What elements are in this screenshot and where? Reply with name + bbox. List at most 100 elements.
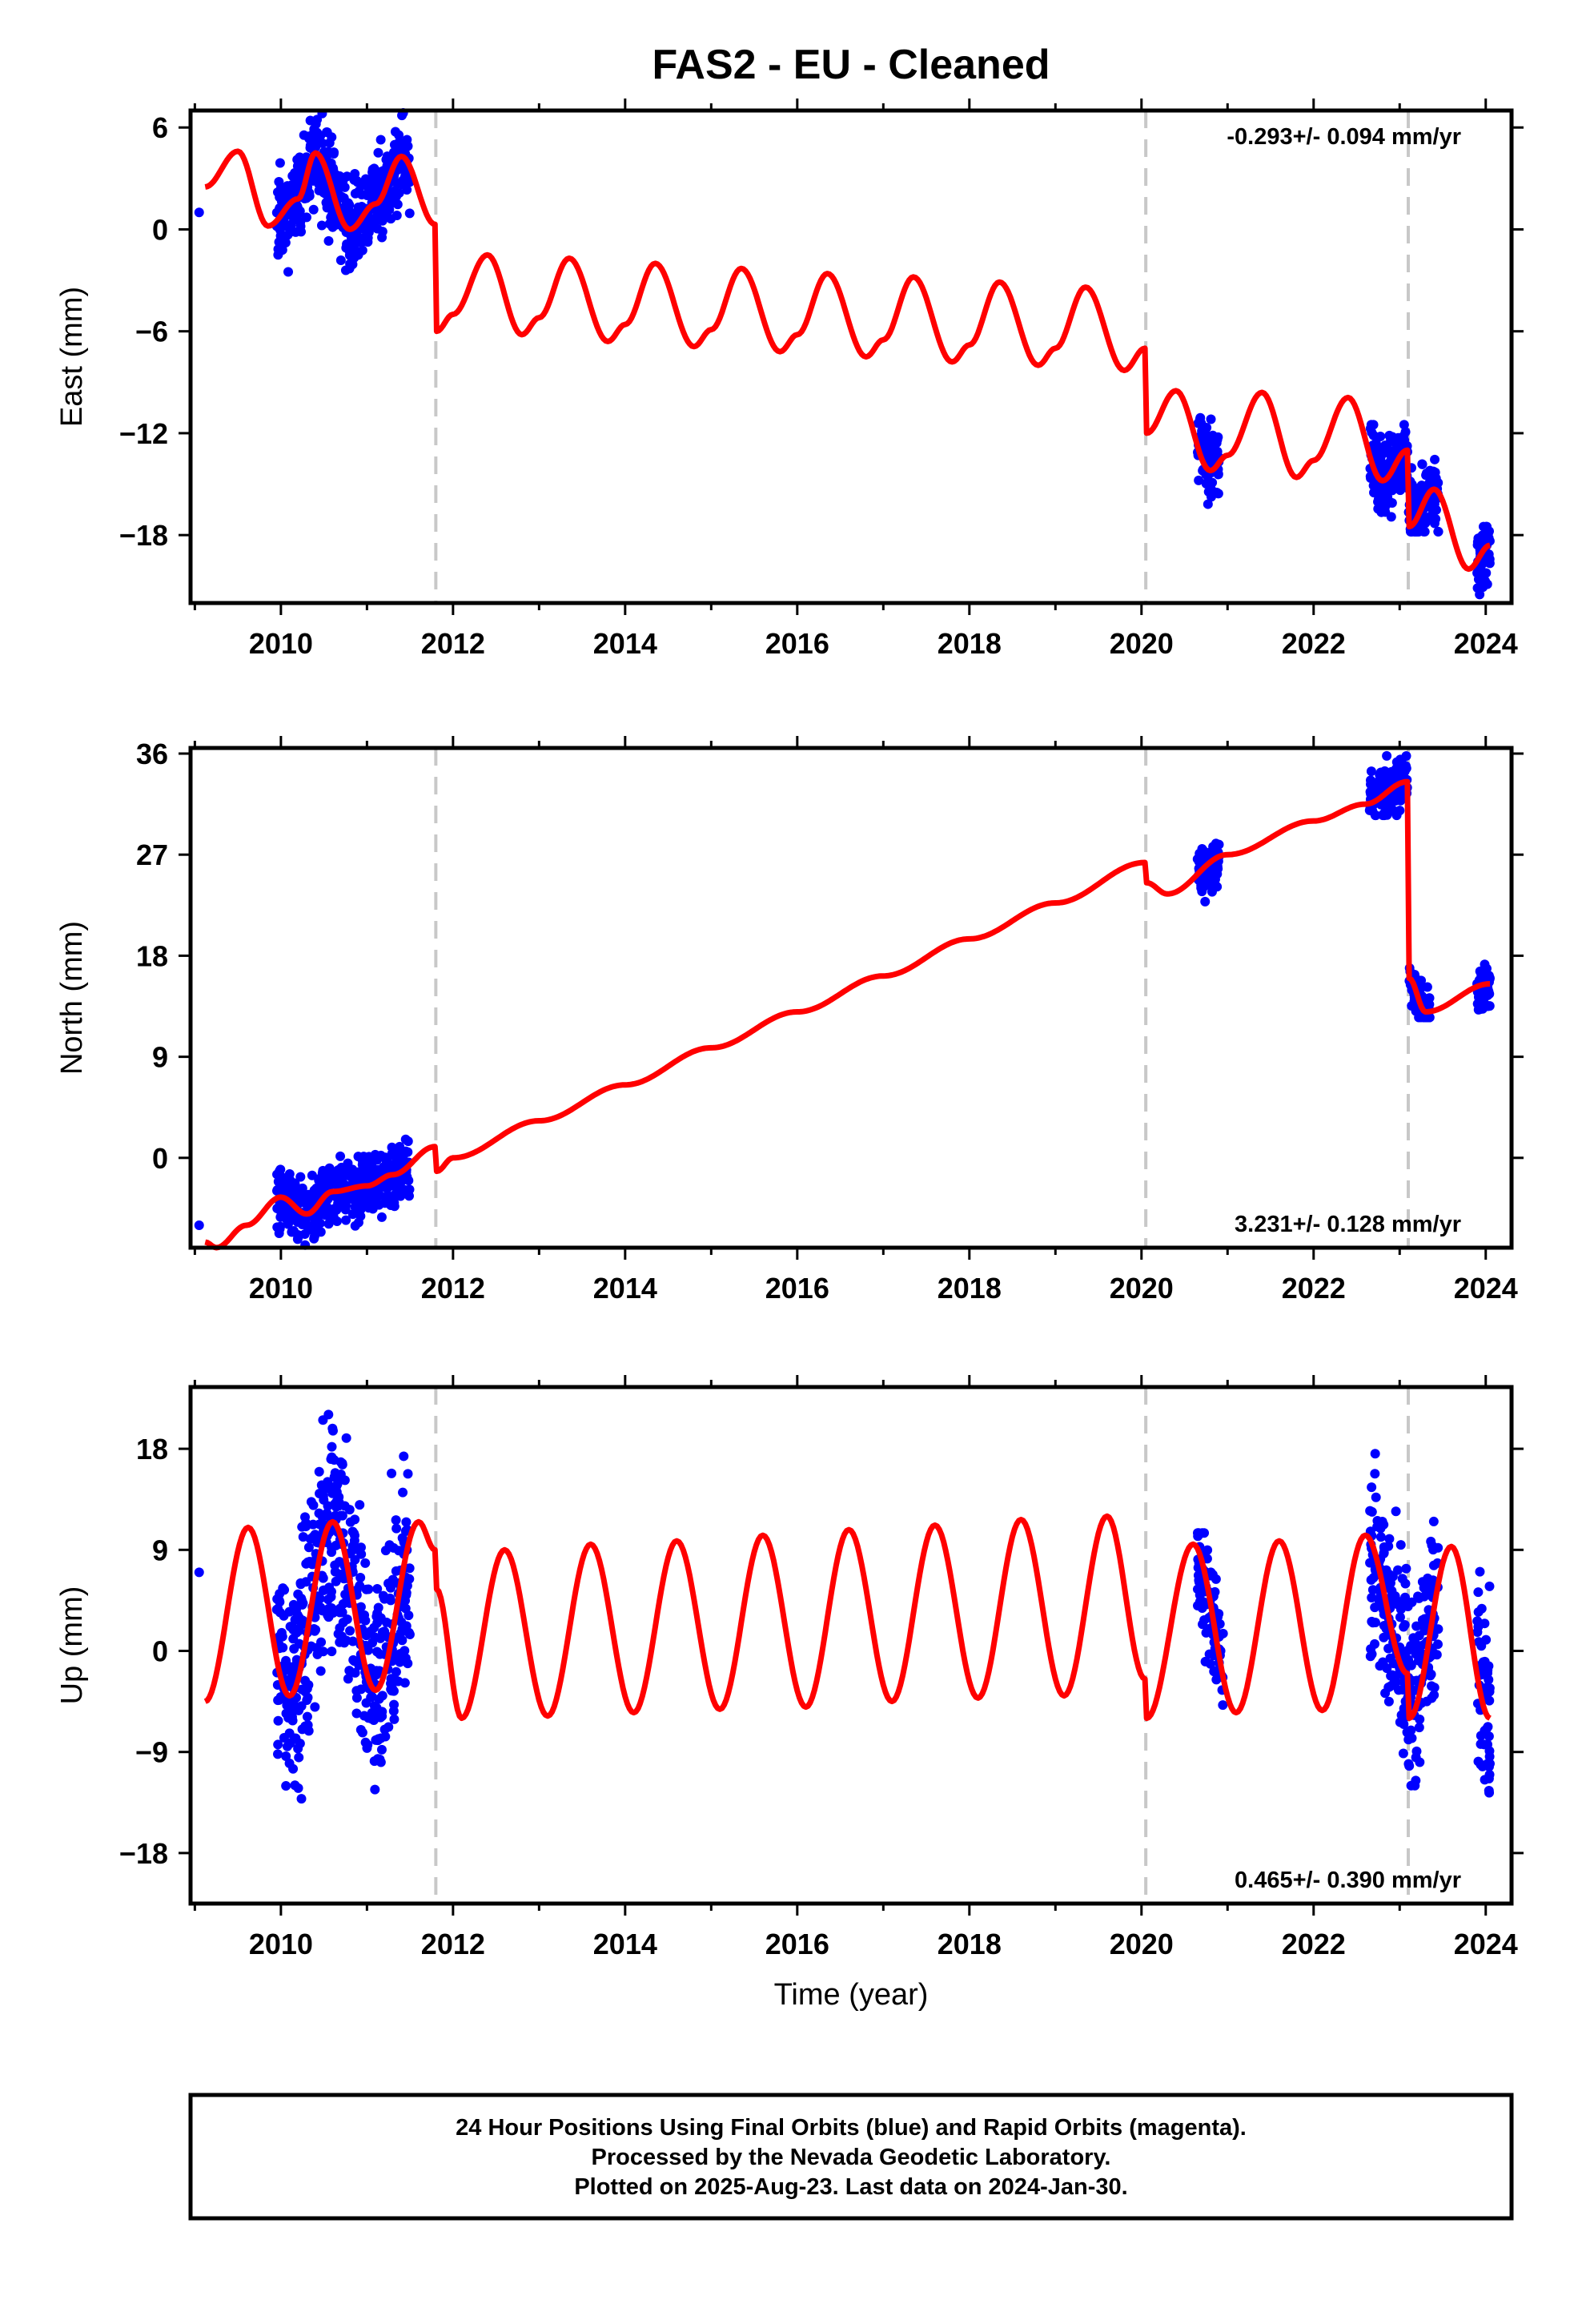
data-point bbox=[354, 186, 364, 196]
data-point bbox=[353, 207, 363, 217]
data-point bbox=[1391, 1506, 1401, 1517]
data-point bbox=[1389, 806, 1399, 816]
data-point bbox=[307, 141, 318, 151]
data-point bbox=[332, 181, 343, 191]
x-tick-label: 2010 bbox=[249, 1272, 313, 1305]
data-point bbox=[323, 1219, 334, 1229]
data-point bbox=[1403, 1735, 1414, 1745]
data-point bbox=[376, 1744, 387, 1755]
data-point bbox=[371, 1735, 381, 1745]
footer-line-1: 24 Hour Positions Using Final Orbits (bl… bbox=[456, 2115, 1247, 2141]
data-point bbox=[1379, 448, 1389, 459]
data-point bbox=[284, 1169, 295, 1180]
data-point bbox=[298, 1598, 308, 1609]
data-point bbox=[323, 235, 334, 246]
data-point bbox=[389, 1699, 400, 1710]
data-point bbox=[1484, 1581, 1495, 1591]
data-point bbox=[393, 1676, 404, 1687]
data-point bbox=[315, 175, 325, 186]
data-point bbox=[1366, 779, 1376, 790]
rate-label-north: 3.231+/- 0.128 mm/yr bbox=[1235, 1212, 1461, 1237]
data-point bbox=[1401, 1563, 1411, 1574]
data-point bbox=[1378, 810, 1388, 821]
data-point bbox=[194, 1567, 204, 1578]
data-point bbox=[318, 1415, 328, 1425]
data-point bbox=[357, 245, 367, 255]
data-point bbox=[1484, 1785, 1494, 1795]
data-point bbox=[1399, 1719, 1409, 1729]
data-point bbox=[1430, 467, 1440, 477]
data-point bbox=[1377, 1517, 1387, 1527]
data-point bbox=[350, 245, 360, 255]
data-point bbox=[274, 1595, 284, 1606]
data-point bbox=[376, 1212, 387, 1222]
data-point bbox=[352, 177, 363, 187]
y-tick-label: −18 bbox=[119, 519, 168, 552]
data-point bbox=[371, 1647, 382, 1657]
data-point bbox=[351, 1693, 362, 1703]
data-point bbox=[1392, 1565, 1403, 1575]
data-point bbox=[1482, 521, 1492, 532]
data-point bbox=[306, 1497, 316, 1507]
data-point bbox=[380, 1152, 391, 1163]
data-point bbox=[329, 1454, 339, 1465]
data-point bbox=[347, 1526, 358, 1537]
data-point bbox=[299, 130, 309, 140]
data-point bbox=[1429, 1690, 1439, 1700]
data-point bbox=[275, 158, 285, 168]
data-point bbox=[377, 1711, 387, 1722]
data-point bbox=[400, 1653, 411, 1663]
data-point bbox=[1472, 568, 1483, 578]
data-point bbox=[370, 1149, 380, 1160]
data-point bbox=[1207, 887, 1217, 897]
data-point bbox=[313, 132, 323, 143]
data-point bbox=[1476, 1603, 1487, 1614]
data-point bbox=[387, 1468, 397, 1478]
data-point bbox=[345, 259, 355, 269]
plot-frame-east bbox=[188, 108, 1514, 605]
figure-title: FAS2 - EU - Cleaned bbox=[652, 42, 1050, 88]
y-axis-label-up: Up (mm) bbox=[55, 1586, 89, 1705]
data-point bbox=[322, 127, 332, 138]
data-point bbox=[327, 1423, 338, 1433]
data-point bbox=[1484, 533, 1494, 543]
data-point bbox=[367, 164, 378, 175]
data-point bbox=[1423, 1573, 1433, 1583]
data-point bbox=[293, 1230, 303, 1240]
y-tick-label: 6 bbox=[152, 111, 168, 144]
data-point bbox=[194, 207, 204, 218]
data-point bbox=[1385, 1653, 1395, 1663]
data-point bbox=[391, 1515, 401, 1526]
data-point bbox=[342, 171, 352, 182]
data-point bbox=[274, 1228, 284, 1238]
data-point bbox=[392, 199, 403, 210]
data-point bbox=[1365, 424, 1375, 434]
x-tick-label: 2016 bbox=[765, 1272, 829, 1305]
data-point bbox=[345, 1517, 355, 1527]
data-point bbox=[379, 211, 389, 221]
data-point bbox=[404, 1176, 414, 1186]
y-tick-label: 0 bbox=[152, 1635, 168, 1668]
y-tick-label: −9 bbox=[135, 1736, 168, 1769]
data-point bbox=[359, 1168, 370, 1178]
data-point bbox=[1368, 480, 1379, 491]
data-point bbox=[1387, 766, 1397, 777]
data-point bbox=[1206, 414, 1216, 424]
data-point bbox=[275, 231, 286, 241]
data-point bbox=[339, 1501, 350, 1511]
data-point bbox=[1375, 1532, 1386, 1542]
data-point bbox=[327, 1542, 337, 1553]
data-point bbox=[1400, 1578, 1411, 1589]
data-point bbox=[1195, 414, 1205, 424]
data-point bbox=[1393, 432, 1403, 443]
data-point bbox=[335, 1510, 346, 1521]
data-point bbox=[1384, 1682, 1395, 1692]
data-point bbox=[1383, 1696, 1394, 1707]
y-tick-label: 0 bbox=[152, 1142, 168, 1175]
data-point bbox=[384, 1196, 395, 1206]
data-point bbox=[355, 1602, 366, 1612]
data-point bbox=[288, 1763, 299, 1774]
data-point bbox=[338, 1598, 348, 1609]
x-tick-label: 2016 bbox=[765, 627, 829, 660]
data-point bbox=[360, 1558, 371, 1568]
